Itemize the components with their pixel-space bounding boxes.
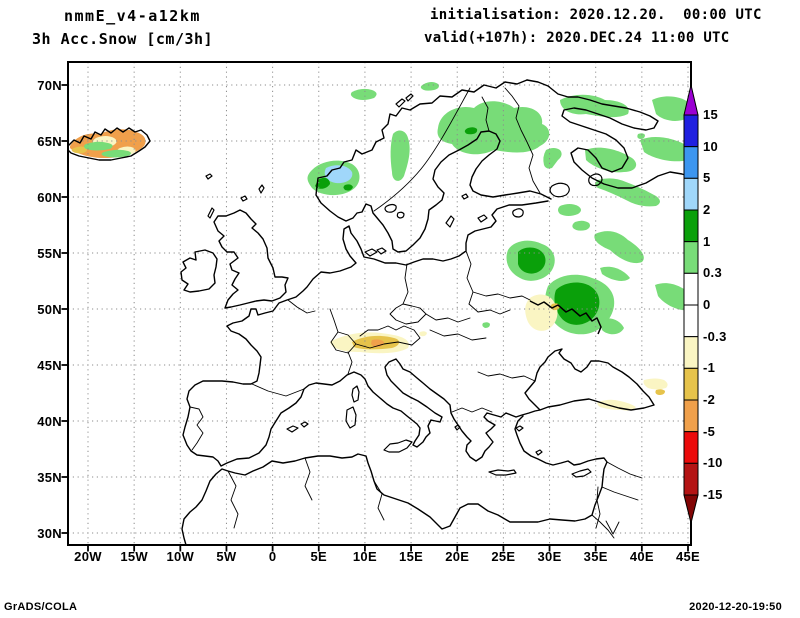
country-borders — [189, 87, 643, 539]
creation-timestamp: 2020-12-20-19:50 — [689, 601, 782, 613]
colorbar — [683, 84, 699, 524]
lat-lon-gridlines — [61, 62, 691, 552]
grads-credit: GrADS/COLA — [4, 601, 78, 613]
initialisation-label: initialisation: 2020.12.20. 00:00 UTC — [430, 7, 762, 23]
coastlines — [67, 79, 692, 546]
model-title: nmmE_v4-a12km — [64, 7, 201, 25]
valid-time-label: valid(+107h): 2020.DEC.24 11:00 UTC — [424, 30, 730, 46]
field-title: 3h Acc.Snow [cm/3h] — [32, 30, 214, 48]
